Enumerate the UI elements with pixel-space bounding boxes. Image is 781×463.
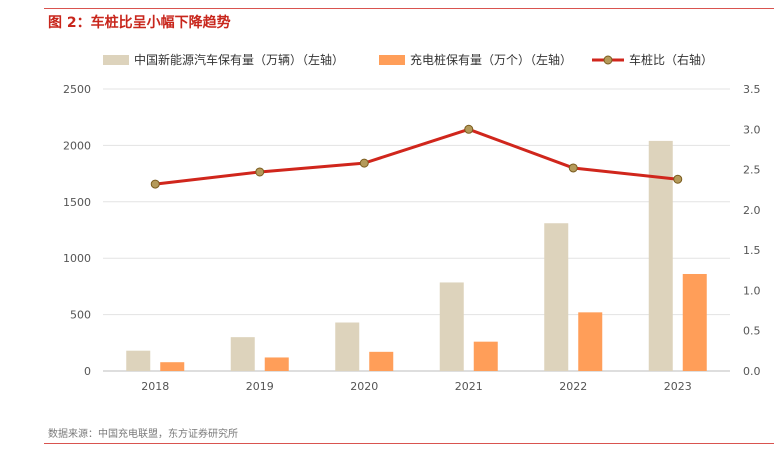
ratio-point [568,163,578,173]
gridlines [103,88,730,372]
ratio-point [255,167,265,177]
legend-swatch-charger [379,55,405,65]
bar-vehicle-stock [439,282,464,371]
figure-number: 图 2： [48,15,91,31]
y-left-tick-label: 0 [84,365,91,378]
y-left-tick-label: 1500 [63,196,91,209]
bar-charger-stock [682,273,707,371]
legend-marker-ratio [603,55,613,65]
ratio-point [464,124,474,134]
y-right-tick-label: 3.0 [743,123,761,136]
ratio-line [150,124,683,189]
bar-charger-stock [369,351,394,371]
x-tick-label: 2018 [141,380,169,393]
figure-title-text: 车桩比呈小幅下降趋势 [90,15,231,31]
ratio-point [359,158,369,168]
bar-vehicle-stock [230,337,255,371]
figure-title: 图 2：车桩比呈小幅下降趋势 [48,12,231,32]
bottom-rule [44,443,774,444]
ratio-point [150,179,160,189]
y-right-tick-label: 2.5 [743,164,761,177]
y-left-tick-label: 500 [70,309,91,322]
top-rule [44,8,774,9]
y-right-tick-label: 1.0 [743,284,761,297]
legend-swatch-vehicle [103,55,129,65]
x-tick-label: 2022 [559,380,587,393]
y-left-tick-label: 1000 [63,252,91,265]
ratio-point [673,174,683,184]
x-tick-label: 2019 [246,380,274,393]
y-right-tick-label: 0.5 [743,325,761,338]
x-tick-label: 2023 [664,380,692,393]
bar-vehicle-stock [126,350,151,371]
legend: 中国新能源汽车保有量（万辆）（左轴） 充电桩保有量（万个）（左轴） 车桩比（右轴） [103,52,713,67]
bar-vehicle-stock [335,322,360,371]
bar-charger-stock [160,362,185,371]
y-right-tick-label: 3.5 [743,83,761,96]
bars [126,140,707,371]
bar-charger-stock [578,312,603,371]
ratio-line-path [155,127,678,186]
y-right-tick-label: 2.0 [743,204,761,217]
source-note: 数据来源：中国充电联盟，东方证券研究所 [48,429,238,440]
bar-charger-stock [473,341,498,371]
y-right-tick-label: 1.5 [743,244,761,257]
y-left-tick-label: 2500 [63,83,91,96]
bar-vehicle-stock [544,223,569,371]
axes: 0 500 1000 1500 2000 2500 0.0 0.5 1.0 1.5 2.0 2.5 3.… [63,83,761,393]
x-tick-label: 2020 [350,380,378,393]
bar-charger-stock [264,357,289,371]
legend-label-vehicle: 中国新能源汽车保有量（万辆）（左轴） [134,52,344,67]
legend-label-charger: 充电桩保有量（万个）（左轴） [410,52,572,67]
y-left-tick-label: 2000 [63,139,91,152]
x-tick-label: 2021 [455,380,483,393]
y-right-tick-label: 0.0 [743,365,761,378]
legend-label-ratio: 车桩比（右轴） [629,52,713,67]
